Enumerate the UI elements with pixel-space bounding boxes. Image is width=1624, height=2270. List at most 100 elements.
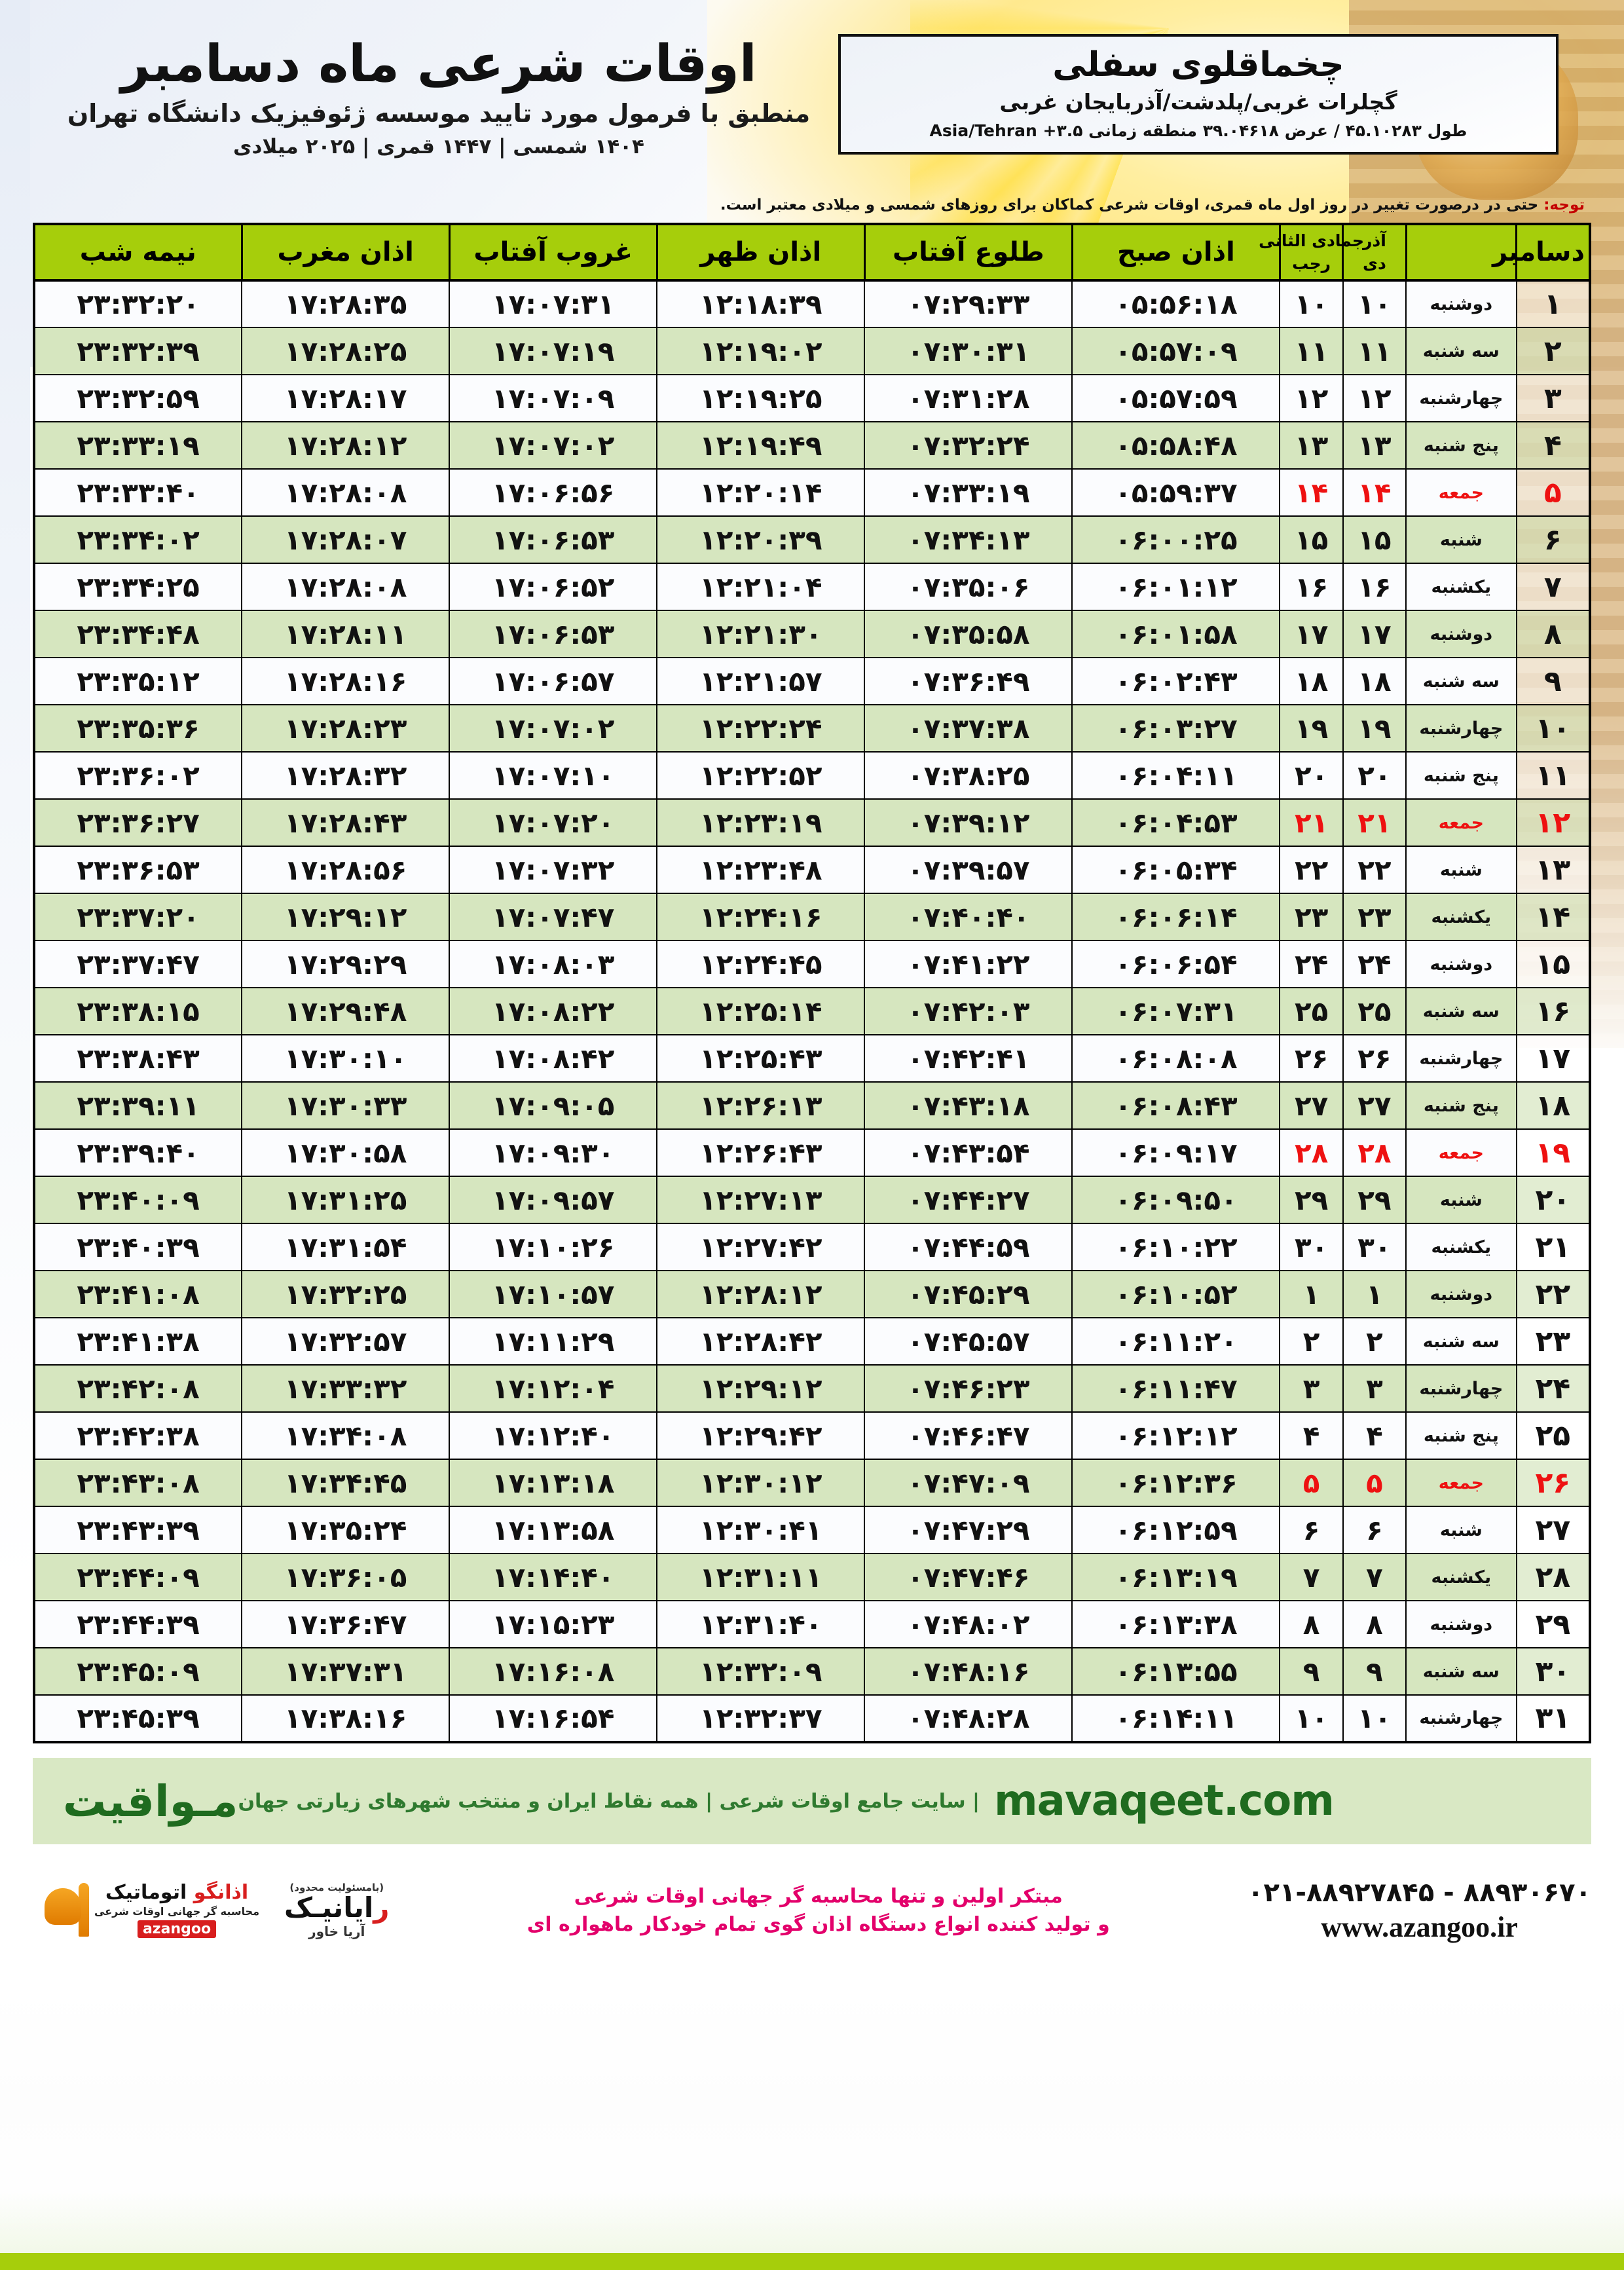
cell-maghrib: ۱۷:۲۸:۰۸: [241, 468, 451, 517]
cell-day-number: ۲۳: [1515, 1317, 1591, 1366]
cell-fajr: ۰۶:۱۲:۵۹: [1071, 1506, 1281, 1554]
cell-midnight: ۲۳:۴۵:۰۹: [33, 1647, 243, 1696]
cell-weekday: چهارشنبه: [1405, 1034, 1517, 1083]
cell-weekday: چهارشنبه: [1405, 1364, 1517, 1413]
cell-lunar-day: ۲۳: [1279, 893, 1344, 941]
cell-day-number: ۲۶: [1515, 1459, 1591, 1507]
footer-website[interactable]: www.azangoo.ir: [1321, 1910, 1518, 1943]
cell-dhuhr: ۱۲:۲۱:۰۴: [656, 563, 866, 611]
cell-maghrib: ۱۷:۳۰:۳۳: [241, 1081, 451, 1130]
cell-sunrise: ۰۷:۴۶:۴۷: [864, 1411, 1073, 1460]
rayaneek-logo: (بامسئولیت محدود) رایانیـک آریا خاور: [284, 1882, 389, 1939]
azangoo-logo: اذانگو اتوماتیک محاسبه گر جهانی اوقات شر…: [33, 1883, 259, 1938]
note-label: توجه:: [1543, 196, 1585, 214]
cell-fajr: ۰۶:۰۴:۵۳: [1071, 798, 1281, 847]
cell-lunar-day: ۲۰: [1279, 751, 1344, 800]
cell-fajr: ۰۵:۵۶:۱۸: [1071, 280, 1281, 328]
footer-logos: اذانگو اتوماتیک محاسبه گر جهانی اوقات شر…: [33, 1882, 389, 1939]
table-row: ۲۹ دوشنبه ۸ ۸ ۰۶:۱۳:۳۸ ۰۷:۴۸:۰۲ ۱۲:۳۱:۴۰ ۱۷:۱۵:…: [33, 1600, 1591, 1648]
cell-fajr: ۰۶:۰۹:۱۷: [1071, 1128, 1281, 1177]
cell-maghrib: ۱۷:۲۸:۰۸: [241, 563, 451, 611]
table-row: ۱۴ یکشنبه ۲۳ ۲۳ ۰۶:۰۶:۱۴ ۰۷:۴۰:۴۰ ۱۲:۲۴:۱۶ ۱۷:۰…: [33, 893, 1591, 941]
cell-dhuhr: ۱۲:۲۶:۴۳: [656, 1128, 866, 1177]
cell-lunar-day: ۲۲: [1279, 846, 1344, 894]
azangoo-title-black: اتوماتیک: [105, 1881, 187, 1904]
table-row: ۴ پنج شنبه ۱۳ ۱۳ ۰۵:۵۸:۴۸ ۰۷:۳۲:۲۴ ۱۲:۱۹:۴۹ ۱۷:…: [33, 421, 1591, 470]
cell-sunset: ۱۷:۰۷:۰۲: [449, 421, 658, 470]
cell-maghrib: ۱۷:۳۰:۵۸: [241, 1128, 451, 1177]
table-row: ۱۸ پنج شنبه ۲۷ ۲۷ ۰۶:۰۸:۴۳ ۰۷:۴۳:۱۸ ۱۲:۲۶:۱۳ ۱۷…: [33, 1081, 1591, 1130]
cell-fajr: ۰۶:۰۶:۵۴: [1071, 940, 1281, 988]
bottom-accent-bar: [0, 2253, 1624, 2270]
page-header: اوقات شرعی ماه دسامبر منطبق با فرمول مور…: [0, 0, 1624, 196]
cell-sunset: ۱۷:۰۷:۲۰: [449, 798, 658, 847]
cell-fajr: ۰۶:۰۵:۳۴: [1071, 846, 1281, 894]
cell-lunar-day: ۱۸: [1279, 657, 1344, 705]
footer-contact: ۰۲۱-۸۸۹۲۷۸۴۵ - ۸۸۹۳۰۶۷۰ www.azangoo.ir: [1247, 1878, 1592, 1944]
cell-sunset: ۱۷:۱۳:۱۸: [449, 1459, 658, 1507]
cell-weekday: چهارشنبه: [1405, 704, 1517, 753]
cell-fajr: ۰۶:۰۶:۱۴: [1071, 893, 1281, 941]
cell-solar-day: ۹: [1342, 1647, 1407, 1696]
cell-solar-day: ۱: [1342, 1270, 1407, 1318]
cell-day-number: ۱۳: [1515, 846, 1591, 894]
cell-weekday: دوشنبه: [1405, 940, 1517, 988]
cell-solar-day: ۱۰: [1342, 280, 1407, 328]
cell-midnight: ۲۳:۳۶:۵۳: [33, 846, 243, 894]
location-box: چخماقلوی سفلی گچلرات غربی/پلدشت/آذربایجا…: [838, 34, 1559, 155]
table-row: ۲۷ شنبه ۶ ۶ ۰۶:۱۲:۵۹ ۰۷:۴۷:۲۹ ۱۲:۳۰:۴۱ ۱۷:۱۳:۵۸…: [33, 1506, 1591, 1554]
cell-sunset: ۱۷:۰۹:۳۰: [449, 1128, 658, 1177]
azangoo-logo-text: اذانگو اتوماتیک محاسبه گر جهانی اوقات شر…: [94, 1883, 259, 1938]
cell-dhuhr: ۱۲:۲۰:۱۴: [656, 468, 866, 517]
rayaneek-title-red: ر: [373, 1891, 390, 1924]
cell-lunar-day: ۷: [1279, 1553, 1344, 1601]
mavaqeet-brand: مـواقیت: [63, 1776, 238, 1827]
cell-weekday: دوشنبه: [1405, 1270, 1517, 1318]
cell-lunar-day: ۴: [1279, 1411, 1344, 1460]
cell-fajr: ۰۶:۰۱:۱۲: [1071, 563, 1281, 611]
cell-fajr: ۰۵:۵۹:۳۷: [1071, 468, 1281, 517]
page-footer: اذانگو اتوماتیک محاسبه گر جهانی اوقات شر…: [33, 1861, 1592, 1960]
cell-maghrib: ۱۷:۳۸:۱۶: [241, 1694, 451, 1743]
cell-dhuhr: ۱۲:۳۱:۱۱: [656, 1553, 866, 1601]
cell-weekday: جمعه: [1405, 1459, 1517, 1507]
page-title: اوقات شرعی ماه دسامبر: [120, 35, 757, 94]
cell-solar-day: ۸: [1342, 1600, 1407, 1648]
table-row: ۹ سه شنبه ۱۸ ۱۸ ۰۶:۰۲:۴۳ ۰۷:۳۶:۴۹ ۱۲:۲۱:۵۷ ۱۷:۰…: [33, 657, 1591, 705]
table-row: ۱۱ پنج شنبه ۲۰ ۲۰ ۰۶:۰۴:۱۱ ۰۷:۳۸:۲۵ ۱۲:۲۲:۵۲ ۱۷…: [33, 751, 1591, 800]
cell-fajr: ۰۶:۱۰:۲۲: [1071, 1223, 1281, 1271]
cell-sunrise: ۰۷:۲۹:۳۳: [864, 280, 1073, 328]
cell-solar-day: ۷: [1342, 1553, 1407, 1601]
cell-midnight: ۲۳:۴۱:۳۸: [33, 1317, 243, 1366]
location-coordinates: طول ۴۵.۱۰۲۸۳ / عرض ۳۹.۰۴۶۱۸ منطقه زمانی …: [929, 121, 1467, 141]
table-row: ۳۰ سه شنبه ۹ ۹ ۰۶:۱۳:۵۵ ۰۷:۴۸:۱۶ ۱۲:۳۲:۰۹ ۱۷:۱۶…: [33, 1647, 1591, 1696]
cell-weekday: دوشنبه: [1405, 610, 1517, 658]
cell-dhuhr: ۱۲:۲۵:۱۴: [656, 987, 866, 1035]
cell-midnight: ۲۳:۳۴:۴۸: [33, 610, 243, 658]
cell-solar-day: ۲۳: [1342, 893, 1407, 941]
cell-sunset: ۱۷:۰۸:۰۳: [449, 940, 658, 988]
cell-midnight: ۲۳:۳۳:۱۹: [33, 421, 243, 470]
mavaqeet-banner: مـواقیت | سایت جامع اوقات شرعی | همه نقا…: [33, 1758, 1591, 1844]
cell-sunset: ۱۷:۱۴:۴۰: [449, 1553, 658, 1601]
cell-sunrise: ۰۷:۴۷:۲۹: [864, 1506, 1073, 1554]
cell-sunrise: ۰۷:۳۶:۴۹: [864, 657, 1073, 705]
col-header-solar-bot: دی: [1363, 254, 1386, 273]
cell-weekday: چهارشنبه: [1405, 374, 1517, 422]
cell-sunset: ۱۷:۰۷:۳۱: [449, 280, 658, 328]
table-row: ۱۰ چهارشنبه ۱۹ ۱۹ ۰۶:۰۳:۲۷ ۰۷:۳۷:۳۸ ۱۲:۲۲:۲۴ ۱۷…: [33, 704, 1591, 753]
cell-day-number: ۳۰: [1515, 1647, 1591, 1696]
cell-sunset: ۱۷:۱۲:۰۴: [449, 1364, 658, 1413]
mavaqeet-website[interactable]: mavaqeet.com: [993, 1777, 1335, 1825]
cell-dhuhr: ۱۲:۲۸:۴۲: [656, 1317, 866, 1366]
cell-fajr: ۰۶:۰۷:۳۱: [1071, 987, 1281, 1035]
cell-lunar-day: ۳۰: [1279, 1223, 1344, 1271]
bg-left-strip: [0, 0, 30, 2270]
cell-dhuhr: ۱۲:۲۷:۴۲: [656, 1223, 866, 1271]
cell-sunset: ۱۷:۰۷:۳۲: [449, 846, 658, 894]
cell-day-number: ۱۶: [1515, 987, 1591, 1035]
cell-day-number: ۱۷: [1515, 1034, 1591, 1083]
cell-solar-day: ۱۷: [1342, 610, 1407, 658]
cell-fajr: ۰۶:۰۸:۰۸: [1071, 1034, 1281, 1083]
cell-dhuhr: ۱۲:۲۲:۲۴: [656, 704, 866, 753]
